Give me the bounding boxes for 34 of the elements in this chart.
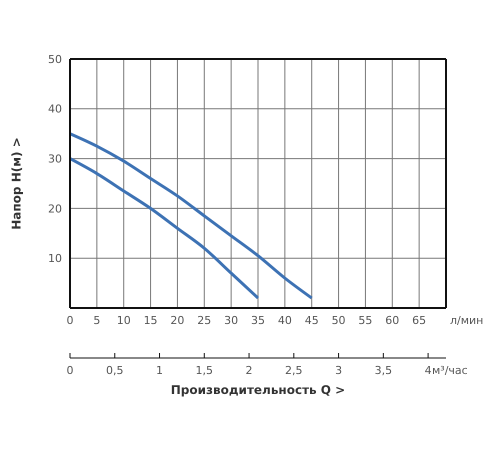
x-tick-label: 0 xyxy=(66,314,74,327)
y-tick-label: 30 xyxy=(48,152,62,166)
x2-tick-label: 0 xyxy=(66,364,74,377)
x-tick-label: 25 xyxy=(197,314,212,327)
y-tick-label: 50 xyxy=(48,52,62,66)
x-tick-label: 55 xyxy=(358,314,372,327)
x-tick-label: 65 xyxy=(412,314,426,327)
line-series xyxy=(70,157,260,300)
x2-tick-label: 2,5 xyxy=(285,364,303,377)
x2-tick-label: 2 xyxy=(246,364,253,377)
y-tick-label: 10 xyxy=(48,252,62,266)
x-tick-label: 45 xyxy=(304,314,319,327)
x2-tick-label: 4 xyxy=(424,364,432,377)
x-tick-label: 10 xyxy=(116,314,131,327)
x2-tick-label: 1,5 xyxy=(196,364,214,377)
x-tick-label: 50 xyxy=(332,314,346,327)
x-tick-label: 35 xyxy=(251,314,265,327)
x2-tick-label: 1 xyxy=(156,364,164,377)
x-tick-label: 20 xyxy=(170,314,184,327)
x2-tick-label: 3,5 xyxy=(374,364,392,377)
y-axis-title: Напор H(м) > xyxy=(9,137,24,230)
x2-axis-title: Производительность Q > xyxy=(170,383,346,397)
x-tick-label: 30 xyxy=(224,314,238,327)
x-axis-title: л/мин xyxy=(450,314,484,327)
y-tick-label: 40 xyxy=(48,102,62,116)
x2-tick-label: 3 xyxy=(335,364,342,377)
x-tick-label: 40 xyxy=(278,314,292,327)
x-tick-label: 15 xyxy=(144,314,158,327)
x-tick-label: 5 xyxy=(93,314,100,327)
line-series xyxy=(70,132,314,300)
y-tick-label: 20 xyxy=(48,202,62,216)
x2-tick-label: 0,5 xyxy=(106,364,124,377)
x-tick-label: 60 xyxy=(385,314,400,327)
text: м³/час xyxy=(432,364,468,377)
